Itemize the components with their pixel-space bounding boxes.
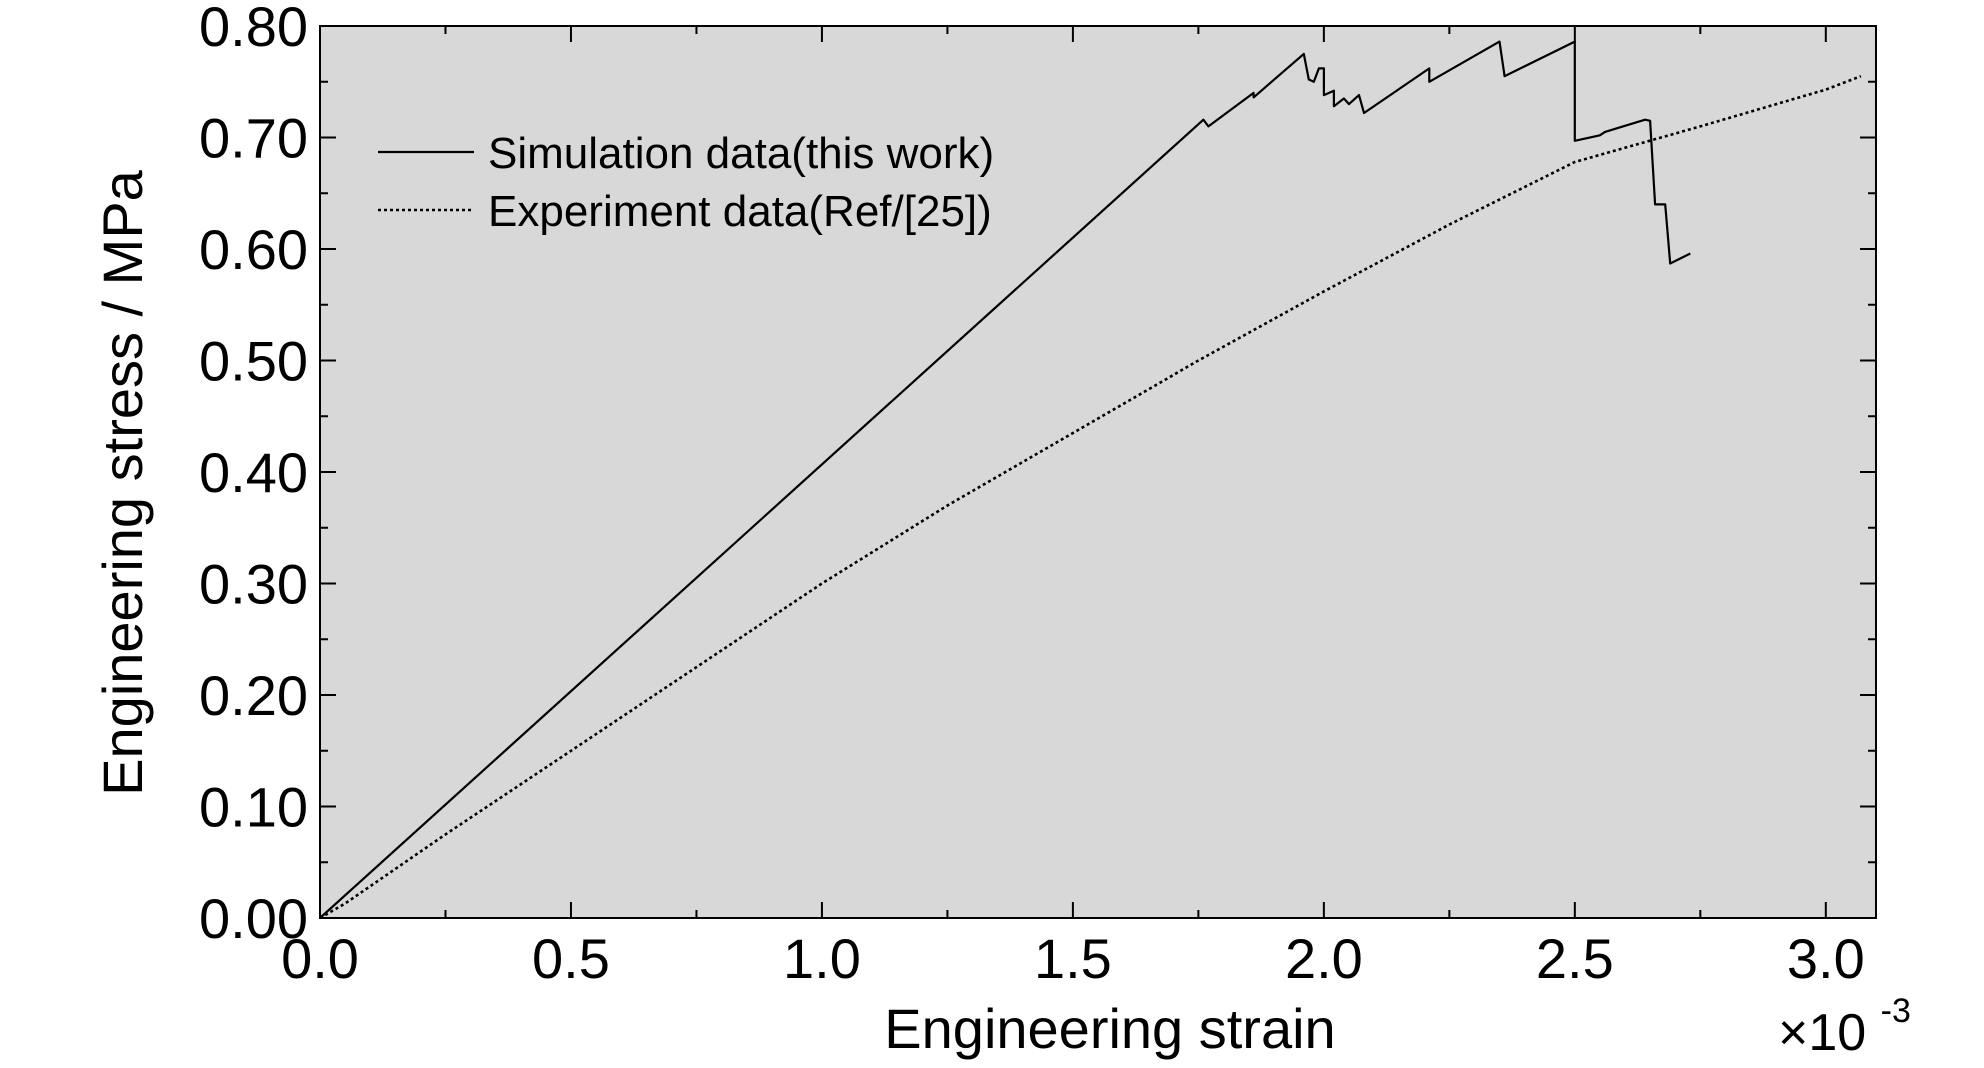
x-tick-label: 2.0	[1285, 927, 1363, 990]
x-tick-label: 3.0	[1787, 927, 1865, 990]
y-axis-title: Engineering stress / MPa	[91, 169, 154, 795]
y-tick-label: 0.50	[199, 330, 308, 393]
y-tick-label: 0.10	[199, 776, 308, 839]
plot-frame	[319, 25, 1877, 919]
y-tick-label: 0.30	[199, 553, 308, 616]
x-tick-label: 2.5	[1536, 927, 1614, 990]
legend-label-2: Experiment data(Ref/[25])	[488, 187, 992, 236]
y-tick-label: 0.70	[199, 107, 308, 170]
x-multiplier-base: ×10	[1778, 1004, 1866, 1062]
y-tick-label: 0.20	[199, 664, 308, 727]
tick-labels: 0.00 0.10 0.20 0.30 0.40 0.50 0.60 0.70 0.80 0.0 0…	[199, 0, 1865, 990]
x-multiplier-exponent: -3	[1881, 992, 1911, 1030]
plot-area-background	[320, 26, 1876, 918]
series-line-1	[319, 40, 1691, 919]
legend: Simulation data(this work) Experiment dat…	[378, 129, 994, 236]
series-line-2	[319, 74, 1862, 920]
x-axis-multiplier: ×10 -3	[1778, 992, 1911, 1062]
y-tick-label: 0.80	[199, 0, 308, 58]
x-axis-title: Engineering strain	[884, 997, 1335, 1060]
y-tick-label: 0.00	[199, 887, 308, 950]
data-series	[319, 40, 1862, 920]
x-tick-label: 0.5	[532, 927, 610, 990]
y-tick-label: 0.40	[199, 441, 308, 504]
y-tick-label: 0.60	[199, 218, 308, 281]
x-tick-label: 0.0	[281, 927, 359, 990]
x-tick-label: 1.0	[783, 927, 861, 990]
legend-label-1: Simulation data(this work)	[488, 129, 994, 178]
x-tick-label: 1.5	[1034, 927, 1112, 990]
